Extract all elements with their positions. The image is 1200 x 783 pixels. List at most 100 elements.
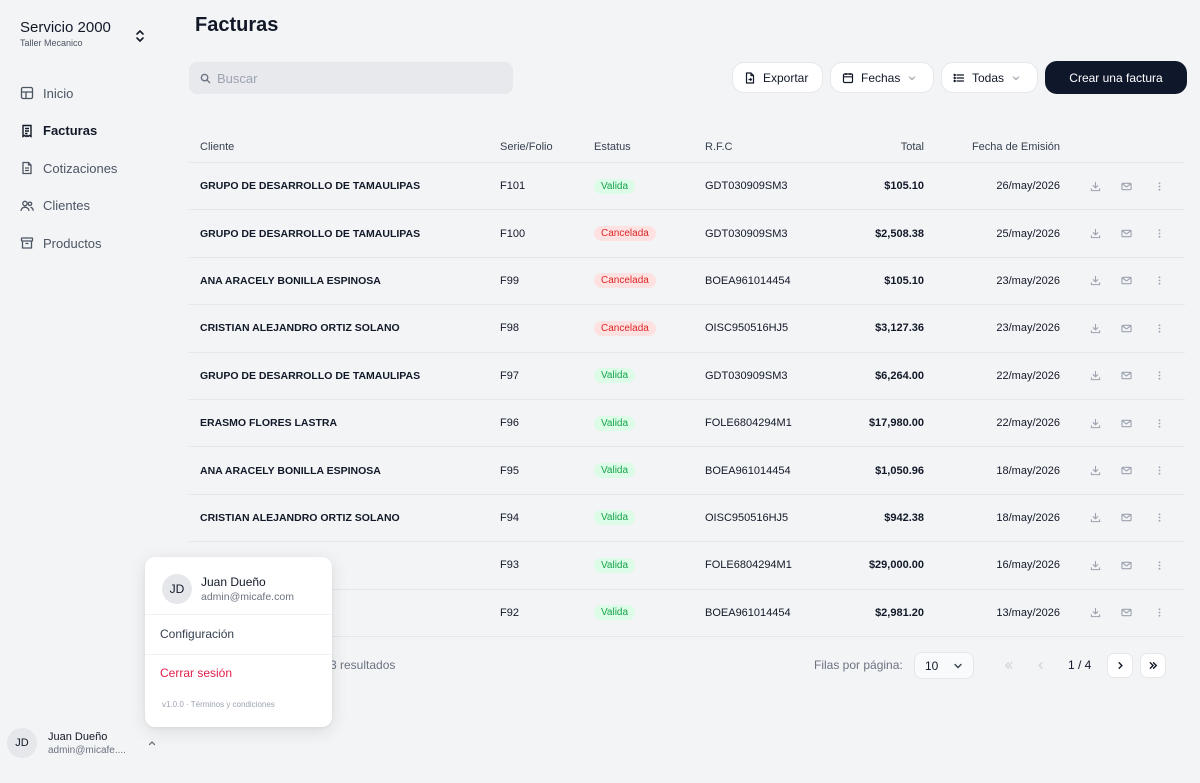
email-button[interactable] bbox=[1121, 305, 1132, 351]
column-header-rfc[interactable]: R.F.C bbox=[705, 140, 733, 153]
email-button[interactable] bbox=[1121, 590, 1132, 636]
user-menu-trigger[interactable]: JD Juan Dueño admin@micafe.... bbox=[7, 728, 156, 758]
more-options-button[interactable] bbox=[1154, 495, 1165, 541]
download-button[interactable] bbox=[1090, 163, 1101, 209]
calendar-icon bbox=[842, 72, 854, 83]
archive-icon bbox=[20, 237, 34, 250]
more-options-button[interactable] bbox=[1154, 305, 1165, 351]
sidebar-item-clientes[interactable]: Clientes bbox=[20, 195, 117, 217]
more-options-button[interactable] bbox=[1154, 400, 1165, 446]
more-options-button[interactable] bbox=[1154, 353, 1165, 399]
export-button[interactable]: Exportar bbox=[732, 62, 823, 93]
status-filter-button[interactable]: Todas bbox=[941, 62, 1038, 93]
table-row[interactable]: GRUPO DE DESARROLLO DE TAMAULIPAS F97 Va… bbox=[189, 353, 1185, 400]
sidebar-item-productos[interactable]: Productos bbox=[20, 232, 117, 254]
sidebar-item-label: Clientes bbox=[43, 198, 90, 214]
chevrons-up-down-icon[interactable] bbox=[132, 28, 148, 44]
invoice-folio: F98 bbox=[500, 322, 519, 335]
sidebar-item-label: Productos bbox=[43, 235, 102, 251]
more-options-button[interactable] bbox=[1154, 163, 1165, 209]
client-rfc: OISC950516HJ5 bbox=[705, 322, 789, 335]
status-cell: Cancelada bbox=[594, 210, 656, 256]
more-options-button[interactable] bbox=[1154, 210, 1165, 256]
issue-date: 18/may/2026 bbox=[996, 511, 1060, 524]
download-button[interactable] bbox=[1090, 305, 1101, 351]
table-row[interactable]: SPINOSA F92 Valida BOEA961014454 $2,981.… bbox=[189, 590, 1185, 637]
invoice-total: $3,127.36 bbox=[875, 322, 924, 335]
chevrons-right-icon bbox=[1149, 662, 1157, 669]
search-box[interactable] bbox=[189, 62, 513, 94]
layout-icon bbox=[20, 86, 34, 100]
logout-menu-item[interactable]: Cerrar sesión bbox=[160, 666, 233, 680]
more-options-button[interactable] bbox=[1154, 542, 1165, 588]
client-name: ERASMO FLORES LASTRA bbox=[200, 417, 338, 430]
status-badge: Valida bbox=[594, 415, 636, 431]
download-icon bbox=[1090, 181, 1101, 191]
previous-page-button[interactable] bbox=[1027, 653, 1053, 678]
email-button[interactable] bbox=[1121, 400, 1132, 446]
column-header-total[interactable]: Total bbox=[900, 140, 924, 153]
search-icon bbox=[200, 73, 211, 83]
email-button[interactable] bbox=[1121, 447, 1132, 493]
more-options-button[interactable] bbox=[1154, 590, 1165, 636]
search-input[interactable] bbox=[217, 70, 497, 86]
sidebar-item-inicio[interactable]: Inicio bbox=[20, 82, 117, 104]
status-cell: Cancelada bbox=[594, 305, 656, 351]
table-row[interactable]: ANA ARACELY BONILLA ESPINOSA F99 Cancela… bbox=[189, 258, 1185, 306]
table-row[interactable]: GRUPO DE DESARROLLO DE TAMAULIPAS F101 V… bbox=[189, 163, 1185, 211]
more-options-button[interactable] bbox=[1154, 447, 1165, 493]
download-button[interactable] bbox=[1090, 542, 1101, 588]
invoice-total: $105.10 bbox=[884, 180, 924, 193]
table-row[interactable]: GRUPO DE DESARROLLO DE TAMAULIPAS F100 C… bbox=[189, 210, 1185, 258]
column-header-folio[interactable]: Serie/Folio bbox=[500, 140, 553, 153]
table-row[interactable]: ERASMO FLORES LASTRA F96 Valida FOLE6804… bbox=[189, 400, 1185, 448]
divider bbox=[145, 654, 332, 655]
email-button[interactable] bbox=[1121, 163, 1132, 209]
settings-menu-item[interactable]: Configuración bbox=[160, 627, 235, 641]
client-rfc: GDT030909SM3 bbox=[705, 227, 788, 240]
download-icon bbox=[1090, 465, 1101, 476]
first-page-button[interactable] bbox=[995, 653, 1021, 678]
download-button[interactable] bbox=[1090, 400, 1101, 446]
chevron-right-icon bbox=[1117, 662, 1123, 669]
last-page-button[interactable] bbox=[1140, 653, 1166, 678]
sidebar-item-facturas[interactable]: Facturas bbox=[20, 120, 117, 142]
next-page-button[interactable] bbox=[1107, 653, 1133, 678]
brand[interactable]: Servicio 2000 Taller Mecanico bbox=[20, 19, 111, 48]
dates-filter-button[interactable]: Fechas bbox=[830, 62, 934, 93]
download-button[interactable] bbox=[1090, 447, 1101, 493]
email-button[interactable] bbox=[1121, 210, 1132, 256]
download-button[interactable] bbox=[1090, 353, 1101, 399]
sidebar-item-label: Facturas bbox=[43, 123, 98, 139]
rows-per-page-select[interactable]: 10 bbox=[914, 652, 974, 679]
email-button[interactable] bbox=[1121, 542, 1132, 588]
column-header-date[interactable]: Fecha de Emisión bbox=[971, 140, 1060, 153]
table-row[interactable]: CRISTIAN ALEJANDRO ORTIZ SOLANO F98 Canc… bbox=[189, 305, 1185, 353]
version-terms-link[interactable]: v1.0.0 · Términos y condiciones bbox=[162, 700, 275, 709]
table-row[interactable]: A F93 Valida FOLE6804294M1 $29,000.00 16… bbox=[189, 542, 1185, 590]
column-header-status[interactable]: Estatus bbox=[594, 140, 631, 153]
status-cell: Cancelada bbox=[594, 258, 656, 304]
email-button[interactable] bbox=[1121, 495, 1132, 541]
client-name: ANA ARACELY BONILLA ESPINOSA bbox=[200, 464, 381, 477]
sidebar-item-cotizaciones[interactable]: Cotizaciones bbox=[20, 157, 117, 179]
more-options-button[interactable] bbox=[1154, 258, 1165, 304]
download-button[interactable] bbox=[1090, 210, 1101, 256]
mail-icon bbox=[1121, 277, 1132, 285]
email-button[interactable] bbox=[1121, 353, 1132, 399]
create-invoice-button[interactable]: Crear una factura bbox=[1045, 61, 1187, 94]
column-header-client[interactable]: Cliente bbox=[200, 140, 235, 153]
avatar: JD bbox=[162, 574, 192, 604]
table-row[interactable]: CRISTIAN ALEJANDRO ORTIZ SOLANO F94 Vali… bbox=[189, 495, 1185, 543]
divider bbox=[145, 614, 332, 615]
mail-icon bbox=[1121, 182, 1132, 190]
more-vertical-icon bbox=[1158, 608, 1161, 617]
issue-date: 22/may/2026 bbox=[996, 417, 1060, 430]
table-row[interactable]: ANA ARACELY BONILLA ESPINOSA F95 Valida … bbox=[189, 447, 1185, 495]
download-button[interactable] bbox=[1090, 495, 1101, 541]
download-button[interactable] bbox=[1090, 590, 1101, 636]
email-button[interactable] bbox=[1121, 258, 1132, 304]
client-rfc: BOEA961014454 bbox=[705, 606, 791, 619]
download-button[interactable] bbox=[1090, 258, 1101, 304]
download-icon bbox=[1090, 371, 1101, 381]
